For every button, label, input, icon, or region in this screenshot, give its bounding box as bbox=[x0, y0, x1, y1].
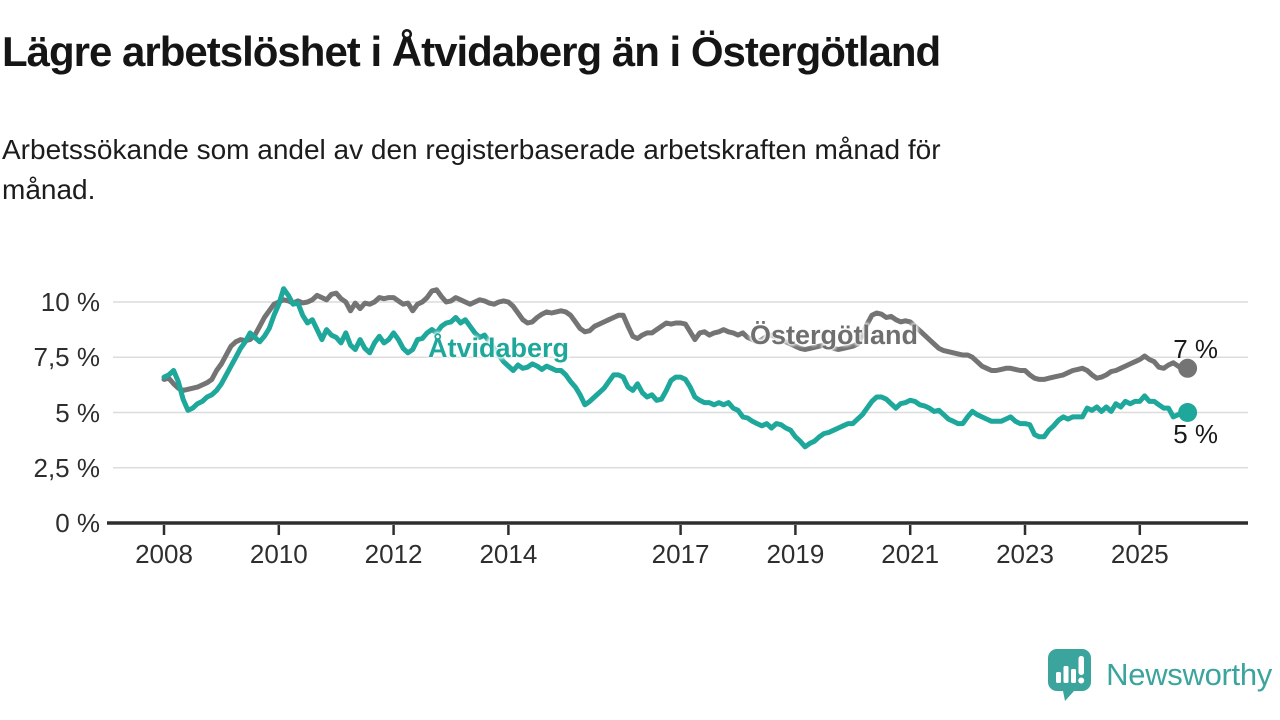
end-value-label-ostergotland: 7 % bbox=[1173, 334, 1218, 364]
x-tick-label: 2012 bbox=[364, 539, 423, 569]
bar-chart-speech-bubble-icon bbox=[1048, 649, 1092, 701]
subtitle-line-2: månad. bbox=[2, 174, 96, 205]
x-tick-label: 2008 bbox=[135, 539, 193, 569]
y-tick-label: 0 % bbox=[55, 508, 100, 538]
series-end-dot-östergötland bbox=[1178, 358, 1198, 378]
x-tick-label: 2025 bbox=[1110, 539, 1169, 569]
x-tick-label: 2023 bbox=[996, 539, 1054, 569]
x-tick-label: 2017 bbox=[651, 539, 710, 569]
y-tick-label: 10 % bbox=[40, 287, 100, 317]
y-tick-label: 5 % bbox=[55, 397, 100, 428]
newsworthy-logo: Newsworthy bbox=[1047, 648, 1272, 702]
series-line-åtvidaberg bbox=[161, 286, 1191, 450]
x-tick-label: 2019 bbox=[766, 539, 825, 569]
x-tick-label: 2021 bbox=[881, 539, 940, 569]
series-line-östergötland bbox=[161, 287, 1191, 393]
page-title: Lägre arbetslöshet i Åtvidaberg än i Öst… bbox=[2, 28, 941, 75]
x-tick-label: 2014 bbox=[479, 539, 538, 569]
y-tick-label: 7,5 % bbox=[33, 342, 101, 373]
end-value-label-atvidaberg: 5 % bbox=[1173, 419, 1218, 449]
series-label-ostergotland: Östergötland bbox=[750, 320, 919, 350]
series-end-dot-åtvidaberg bbox=[1178, 403, 1198, 422]
subtitle-line-1: Arbetssökande som andel av den registerb… bbox=[2, 134, 941, 165]
brand-name: Newsworthy bbox=[1106, 657, 1272, 692]
y-tick-label: 2,5 % bbox=[33, 452, 101, 483]
series-label-atvidaberg: Åtvidaberg bbox=[428, 333, 570, 363]
x-tick-label: 2010 bbox=[249, 539, 308, 569]
chart-subtitle: Arbetssökande som andel av den registerb… bbox=[2, 130, 1202, 210]
